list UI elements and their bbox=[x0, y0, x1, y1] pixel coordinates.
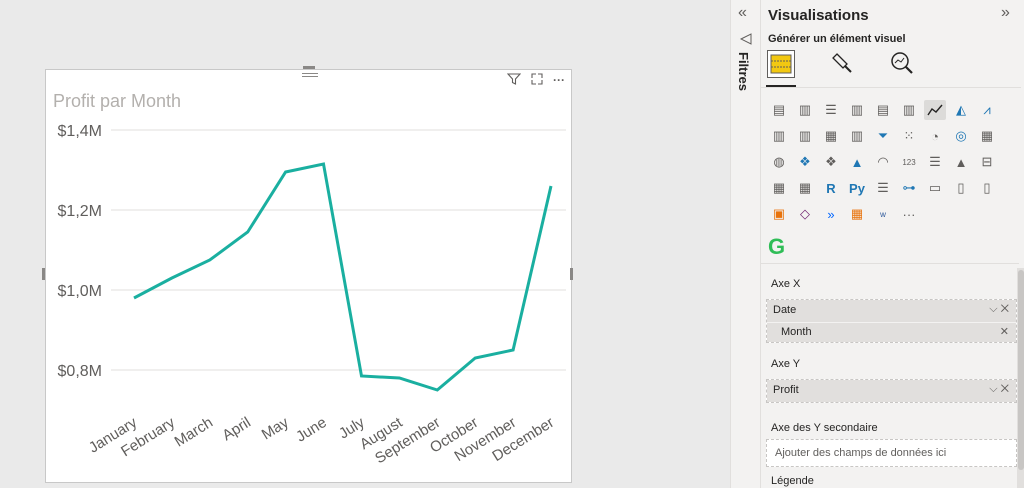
narrative-icon[interactable]: ▯ bbox=[957, 180, 965, 195]
word-visual-icon[interactable]: w bbox=[880, 209, 886, 219]
x-axis-well-label: Axe X bbox=[771, 278, 801, 290]
focus-mode-icon[interactable] bbox=[529, 72, 545, 88]
donut-chart-icon[interactable]: ◎ bbox=[955, 128, 967, 143]
area-chart-icon[interactable]: ◭ bbox=[956, 102, 966, 117]
decomposition-tree-icon[interactable]: ⊶ bbox=[902, 180, 916, 195]
map-icon[interactable]: ◍ bbox=[773, 154, 785, 169]
tab-build-visual[interactable] bbox=[767, 50, 795, 78]
gauge-icon[interactable]: ◠ bbox=[877, 154, 889, 169]
power-apps-icon[interactable]: ◇ bbox=[800, 206, 810, 221]
x-tick-label: June bbox=[293, 414, 330, 446]
tab-format-visual[interactable] bbox=[831, 50, 859, 78]
pill-controls[interactable]: ⌵✕ bbox=[989, 303, 1012, 315]
field-name: Profit bbox=[773, 384, 799, 396]
waterfall-chart-icon[interactable]: ▥ bbox=[850, 128, 864, 143]
power-automate-icon[interactable]: » bbox=[827, 206, 835, 222]
legend-well-label: Légende bbox=[771, 475, 814, 487]
visual-types-gallery: ▤ ▥ ☰ ▥ ▤ ▥ ◭ ⩘ ▥ ▥ ▦ ▥ ⏷ ⁙ ◔ ◎ ▦ ◍ ❖ ❖ bbox=[768, 100, 998, 230]
chart-plot-area: $0,8M$1,0M$1,2M$1,4M JanuaryFebruaryMarc… bbox=[58, 123, 566, 467]
pill-controls[interactable]: ⌵✕ bbox=[989, 383, 1012, 395]
filter-funnel-icon bbox=[739, 33, 752, 48]
metrics-icon[interactable]: ▦ bbox=[850, 206, 864, 221]
kpi-icon[interactable]: ▲ bbox=[954, 154, 968, 170]
scrollbar-thumb[interactable] bbox=[1018, 270, 1024, 470]
matrix-icon[interactable]: ▦ bbox=[798, 180, 812, 195]
key-influencers-icon[interactable]: ☰ bbox=[877, 180, 889, 195]
multi-row-card-icon[interactable]: ☰ bbox=[929, 154, 941, 169]
y-tick-label: $1,0M bbox=[58, 283, 102, 300]
card-icon[interactable]: 123 bbox=[902, 157, 916, 167]
more-visuals-icon[interactable]: ··· bbox=[902, 206, 916, 222]
treemap-icon[interactable]: ▦ bbox=[980, 128, 994, 143]
stacked-area-chart-icon[interactable]: ⩘ bbox=[983, 102, 991, 117]
build-visual-icon bbox=[770, 54, 792, 74]
y-axis-well[interactable]: Profit ⌵✕ bbox=[766, 379, 1017, 403]
filter-icon[interactable] bbox=[506, 72, 522, 88]
python-visual-icon[interactable]: Py bbox=[849, 180, 865, 196]
filters-pane-collapsed[interactable]: « Filtres bbox=[730, 0, 760, 488]
divider bbox=[761, 87, 1021, 88]
active-tab-indicator bbox=[766, 85, 796, 88]
y-tick-label: $1,2M bbox=[58, 203, 102, 220]
stacked-column-chart-icon[interactable]: ▥ bbox=[798, 102, 812, 117]
filled-map-icon[interactable]: ❖ bbox=[799, 154, 811, 169]
secondary-y-axis-well[interactable]: Ajouter des champs de données ici bbox=[766, 439, 1017, 467]
clustered-bar-chart-icon[interactable]: ☰ bbox=[825, 102, 837, 117]
secondary-y-axis-well-label: Axe des Y secondaire bbox=[771, 422, 878, 434]
x-axis-well[interactable]: Date ⌵✕ Month ✕ bbox=[766, 299, 1017, 343]
analytics-magnifier-icon bbox=[891, 52, 913, 74]
resize-handle-right[interactable] bbox=[570, 268, 573, 280]
resize-handle-left[interactable] bbox=[42, 268, 45, 280]
custom-visual-g-icon[interactable]: G bbox=[768, 234, 786, 259]
arcgis-map-icon[interactable]: ▣ bbox=[772, 206, 786, 221]
r-visual-icon[interactable]: R bbox=[826, 180, 836, 196]
collapse-chevrons-icon[interactable]: « bbox=[738, 4, 747, 21]
table-icon[interactable]: ▦ bbox=[772, 180, 786, 195]
funnel-icon[interactable]: ⏷ bbox=[877, 128, 889, 143]
100-stacked-bar-chart-icon[interactable]: ▤ bbox=[876, 102, 890, 117]
slicer-icon[interactable]: ⊟ bbox=[981, 154, 993, 169]
report-canvas[interactable]: ··· Profit par Month $0,8M $1,0M $1,2M $1,4… bbox=[0, 0, 730, 488]
line-chart-icon[interactable] bbox=[924, 100, 946, 120]
field-name: Month bbox=[781, 326, 812, 338]
line-stacked-column-chart-icon[interactable]: ▥ bbox=[772, 128, 786, 143]
format-brush-icon bbox=[832, 53, 852, 73]
divider bbox=[761, 263, 1019, 264]
clustered-column-chart-icon[interactable]: ▥ bbox=[850, 102, 864, 117]
field-pill-date[interactable]: Date ⌵✕ bbox=[767, 300, 1016, 322]
resize-handle-top[interactable] bbox=[303, 66, 315, 69]
x-tick-label: March bbox=[172, 414, 216, 451]
y-tick-label: $0,8M bbox=[58, 363, 102, 380]
x-tick-label: May bbox=[259, 414, 292, 444]
remove-icon[interactable]: ✕ bbox=[999, 326, 1012, 338]
more-options-icon[interactable]: ··· bbox=[553, 73, 565, 87]
y-tick-label: $1,4M bbox=[58, 123, 102, 140]
pane-title: Visualisations bbox=[768, 7, 869, 24]
filters-label[interactable]: Filtres bbox=[736, 52, 751, 92]
field-pill-month[interactable]: Month ✕ bbox=[767, 322, 1016, 342]
stacked-bar-chart-icon[interactable]: ▤ bbox=[772, 102, 786, 117]
expand-chevrons-icon[interactable]: » bbox=[1001, 4, 1010, 21]
drag-grip-icon[interactable] bbox=[302, 73, 318, 81]
chart-title: Profit par Month bbox=[53, 91, 182, 111]
azure-map-icon[interactable]: ▲ bbox=[850, 154, 864, 170]
100-stacked-column-chart-icon[interactable]: ▥ bbox=[902, 102, 916, 117]
shape-map-icon[interactable]: ❖ bbox=[825, 154, 837, 169]
x-tick-label: April bbox=[219, 414, 253, 444]
pie-chart-icon[interactable]: ◔ bbox=[931, 128, 939, 144]
paginated-report-icon[interactable]: ▯ bbox=[983, 180, 991, 195]
tab-analytics[interactable] bbox=[889, 50, 917, 78]
field-pill-profit[interactable]: Profit ⌵✕ bbox=[767, 380, 1016, 402]
line-chart-visual[interactable]: ··· Profit par Month $0,8M $1,0M $1,2M $1,4… bbox=[45, 69, 572, 483]
series-line-profit bbox=[133, 162, 553, 392]
field-name: Date bbox=[773, 304, 797, 316]
y-axis-well-label: Axe Y bbox=[771, 358, 801, 370]
qa-icon[interactable]: ▭ bbox=[928, 180, 942, 195]
visualizations-pane: Visualisations » Générer un élément visu… bbox=[760, 0, 1024, 488]
build-visual-label: Générer un élément visuel bbox=[768, 33, 906, 45]
well-placeholder: Ajouter des champs de données ici bbox=[775, 447, 947, 459]
ribbon-chart-icon[interactable]: ▦ bbox=[824, 128, 838, 143]
line-clustered-column-chart-icon[interactable]: ▥ bbox=[798, 128, 812, 143]
scatter-chart-icon[interactable]: ⁙ bbox=[903, 128, 915, 143]
